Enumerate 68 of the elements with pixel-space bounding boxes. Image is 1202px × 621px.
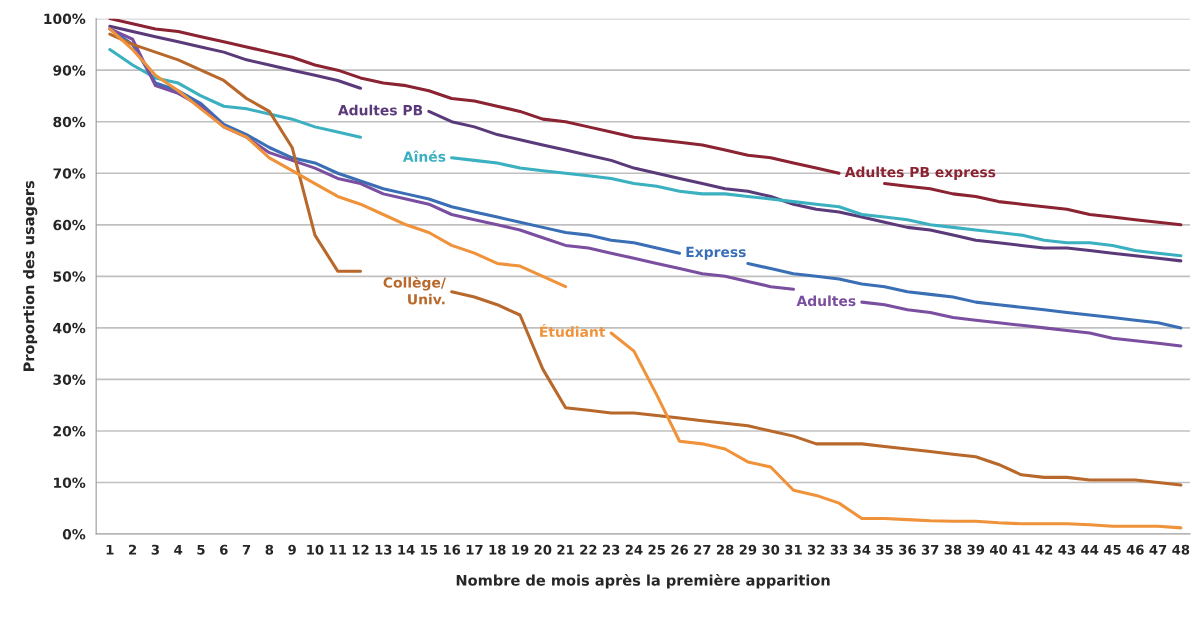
x-tick-label: 43 [1058, 544, 1076, 555]
x-tick-label: 40 [989, 544, 1008, 555]
x-tick-label: 28 [716, 544, 734, 555]
y-tick-label: 80% [53, 116, 86, 128]
x-tick-label: 29 [739, 544, 757, 555]
series-label: Adultes [796, 295, 856, 307]
x-tick-label: 7 [242, 544, 251, 555]
x-tick-label: 23 [603, 544, 620, 555]
x-tick-label: 45 [1103, 544, 1121, 555]
x-tick-label: 16 [443, 544, 461, 555]
x-tick-label: 38 [944, 544, 962, 555]
x-tick-label: 41 [1012, 544, 1030, 555]
x-tick-label: 47 [1149, 544, 1167, 555]
x-tick-label: 19 [512, 544, 529, 555]
series-label: Adultes PB express [844, 166, 996, 180]
y-tick-label: 50% [53, 271, 86, 282]
x-tick-label: 3 [151, 544, 159, 555]
x-tick-label: 18 [489, 544, 506, 555]
series-label: Express [686, 246, 746, 260]
x-tick-label: 4 [174, 544, 183, 555]
x-tick-label: 10 [307, 544, 324, 555]
x-tick-label: 31 [785, 544, 802, 555]
x-tick-label: 30 [762, 544, 780, 555]
series-label: Aînés [402, 150, 446, 162]
x-tick-label: 32 [807, 544, 825, 555]
y-tick-label: 70% [53, 168, 86, 179]
series-label: Adultes PB [337, 104, 423, 116]
x-tick-label: 20 [534, 544, 552, 555]
y-tick-label: 20% [53, 425, 86, 437]
y-tick-label: 0% [62, 529, 86, 540]
x-tick-label: 21 [557, 544, 574, 555]
x-tick-label: 13 [375, 544, 392, 555]
x-tick-label: 27 [694, 544, 711, 555]
x-tick-label: 26 [671, 544, 688, 555]
series-label: Étudiant [540, 324, 606, 338]
x-tick-label: 33 [830, 544, 848, 555]
x-tick-label: 48 [1172, 544, 1190, 555]
y-tick-label: 30% [53, 374, 86, 385]
x-tick-label: 1 [106, 544, 114, 555]
x-tick-label: 24 [625, 544, 643, 555]
x-tick-label: 39 [967, 544, 985, 555]
y-tick-label: 100% [44, 13, 86, 25]
y-axis-title: Proportion des usagers [23, 180, 38, 372]
x-tick-label: 12 [352, 544, 369, 555]
x-tick-label: 35 [876, 544, 893, 555]
x-axis-title: Nombre de mois après la première apparition [456, 573, 830, 589]
y-tick-label: 60% [53, 219, 86, 231]
x-tick-label: 2 [129, 544, 137, 555]
y-tick-label: 40% [53, 322, 86, 334]
y-tick-label: 10% [54, 477, 86, 488]
x-tick-label: 17 [466, 544, 483, 555]
x-tick-label: 42 [1035, 544, 1053, 555]
x-tick-label: 11 [330, 544, 346, 555]
x-tick-label: 15 [421, 544, 438, 555]
x-tick-label: 14 [398, 544, 415, 555]
x-tick-label: 46 [1126, 544, 1144, 555]
x-tick-label: 34 [853, 544, 871, 555]
x-tick-label: 25 [648, 544, 665, 555]
x-tick-label: 22 [580, 544, 597, 555]
x-tick-label: 8 [265, 544, 274, 555]
x-tick-label: 44 [1081, 544, 1099, 555]
x-tick-label: 36 [899, 544, 916, 555]
x-tick-label: 6 [220, 544, 228, 555]
x-tick-label: 9 [288, 544, 296, 555]
x-tick-label: 37 [921, 544, 939, 555]
series-label: Collège/ Univ. [383, 276, 446, 305]
y-tick-label: 90% [53, 65, 86, 76]
x-tick-label: 5 [197, 544, 205, 555]
